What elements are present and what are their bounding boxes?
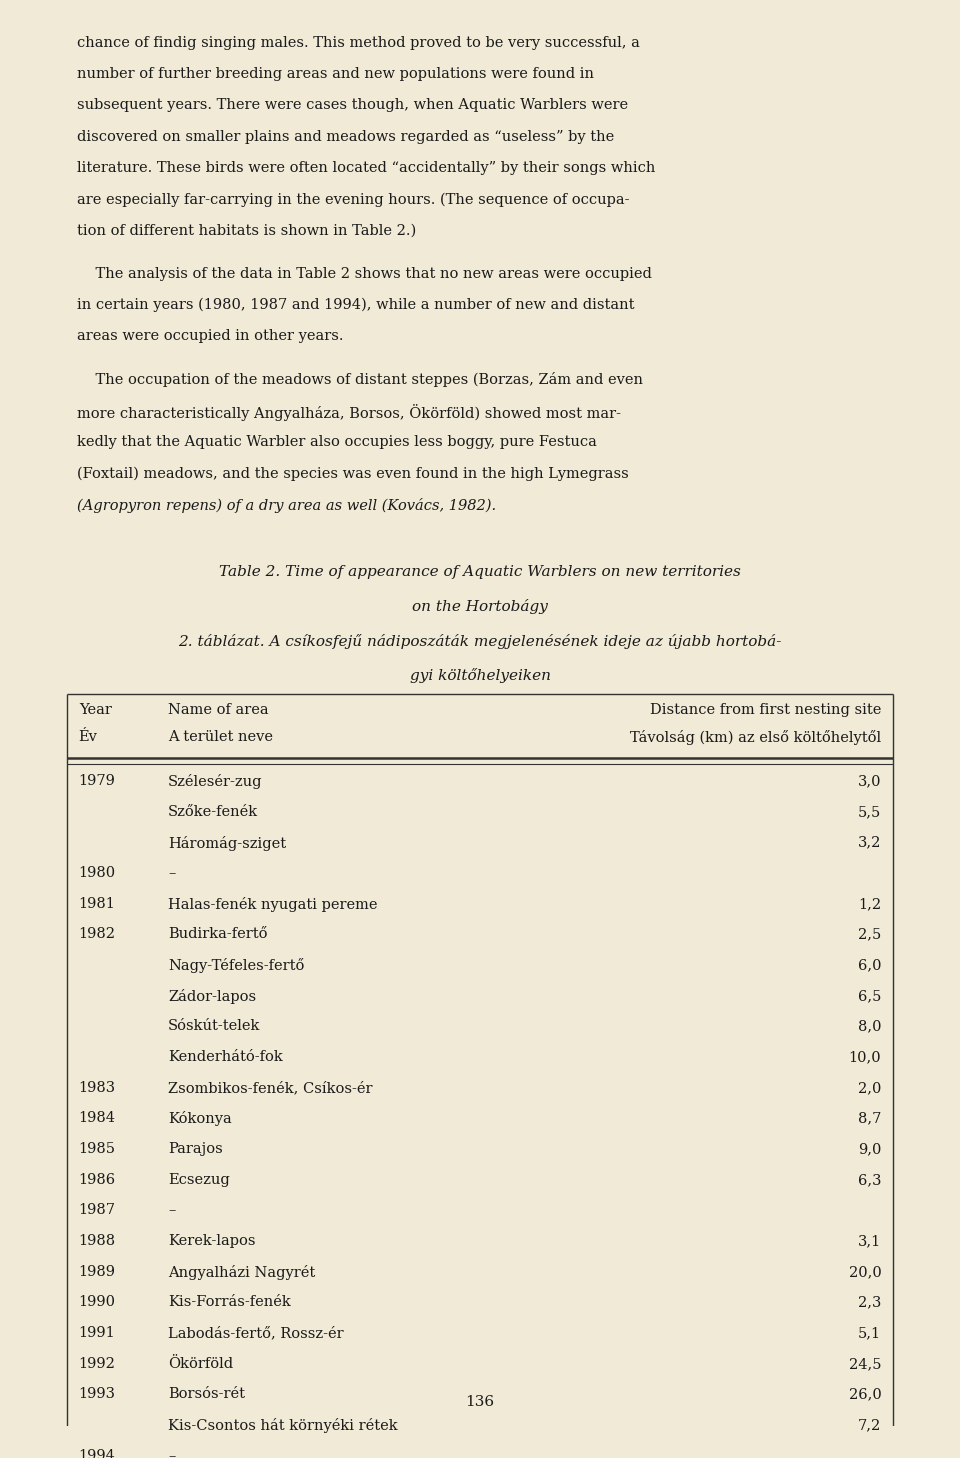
Text: 5,5: 5,5 — [858, 805, 881, 819]
Text: chance of findig singing males. This method proved to be very successful, a: chance of findig singing males. This met… — [77, 35, 639, 50]
Text: 1983: 1983 — [79, 1080, 116, 1095]
Text: Nagy-Téfeles-fertő: Nagy-Téfeles-fertő — [168, 958, 304, 972]
Text: Zsombikos-fenék, Csíkos-ér: Zsombikos-fenék, Csíkos-ér — [168, 1080, 372, 1095]
Text: 1979: 1979 — [79, 774, 115, 789]
Text: areas were occupied in other years.: areas were occupied in other years. — [77, 330, 344, 344]
Text: Év: Év — [79, 729, 98, 744]
Text: 1980: 1980 — [79, 866, 116, 881]
Text: 9,0: 9,0 — [858, 1142, 881, 1156]
Text: 1,2: 1,2 — [858, 897, 881, 911]
Text: Distance from first nesting site: Distance from first nesting site — [650, 703, 881, 716]
Text: 20,0: 20,0 — [849, 1264, 881, 1279]
Text: literature. These birds were often located “accidentally” by their songs which: literature. These birds were often locat… — [77, 162, 655, 175]
Text: 2,3: 2,3 — [858, 1296, 881, 1309]
Text: 1987: 1987 — [79, 1203, 116, 1217]
Text: discovered on smaller plains and meadows regarded as “useless” by the: discovered on smaller plains and meadows… — [77, 130, 614, 144]
Text: gyi költőhelyeiken: gyi költőhelyeiken — [410, 668, 550, 684]
Text: –: – — [168, 1449, 176, 1458]
Text: 26,0: 26,0 — [849, 1388, 881, 1401]
Text: more characteristically Angyalháza, Borsos, Ökörföld) showed most mar-: more characteristically Angyalháza, Bors… — [77, 404, 621, 420]
Text: Ökörföld: Ökörföld — [168, 1357, 233, 1371]
Text: 3,0: 3,0 — [858, 774, 881, 789]
Text: The analysis of the data in Table 2 shows that no new areas were occupied: The analysis of the data in Table 2 show… — [77, 267, 652, 281]
Text: 8,0: 8,0 — [858, 1019, 881, 1034]
Text: 6,0: 6,0 — [858, 958, 881, 972]
Text: Halas-fenék nyugati pereme: Halas-fenék nyugati pereme — [168, 897, 377, 911]
Text: 1981: 1981 — [79, 897, 115, 911]
Text: 1990: 1990 — [79, 1296, 116, 1309]
Text: 8,7: 8,7 — [858, 1111, 881, 1126]
Text: –: – — [168, 866, 176, 881]
Text: Angyalházi Nagyrét: Angyalházi Nagyrét — [168, 1264, 315, 1280]
Text: 1982: 1982 — [79, 927, 116, 942]
Text: 10,0: 10,0 — [849, 1050, 881, 1064]
Text: 24,5: 24,5 — [849, 1357, 881, 1371]
Text: number of further breeding areas and new populations were found in: number of further breeding areas and new… — [77, 67, 594, 82]
Text: 136: 136 — [466, 1395, 494, 1408]
Text: The occupation of the meadows of distant steppes (Borzas, Zám and even: The occupation of the meadows of distant… — [77, 372, 643, 388]
Text: 1991: 1991 — [79, 1327, 115, 1340]
Text: Labodás-fertő, Rossz-ér: Labodás-fertő, Rossz-ér — [168, 1327, 344, 1340]
Text: 5,1: 5,1 — [858, 1327, 881, 1340]
Text: 6,3: 6,3 — [858, 1172, 881, 1187]
Text: are especially far-carrying in the evening hours. (The sequence of occupa-: are especially far-carrying in the eveni… — [77, 192, 630, 207]
Text: Kenderhátó-fok: Kenderhátó-fok — [168, 1050, 283, 1064]
Text: 2,0: 2,0 — [858, 1080, 881, 1095]
Text: 2. táblázat. A csíkosfejű nádiposzáták megjelenésének ideje az újabb hortobá-: 2. táblázat. A csíkosfejű nádiposzáták m… — [179, 634, 781, 649]
Text: Kis-Forrás-fenék: Kis-Forrás-fenék — [168, 1296, 291, 1309]
Text: Budirka-fertő: Budirka-fertő — [168, 927, 268, 942]
Text: Table 2. Time of appearance of Aquatic Warblers on new territories: Table 2. Time of appearance of Aquatic W… — [219, 564, 741, 579]
Text: tion of different habitats is shown in Table 2.): tion of different habitats is shown in T… — [77, 225, 416, 238]
Text: in certain years (1980, 1987 and 1994), while a number of new and distant: in certain years (1980, 1987 and 1994), … — [77, 297, 635, 312]
Text: Szélesér-zug: Szélesér-zug — [168, 774, 262, 789]
Text: Sóskút-telek: Sóskút-telek — [168, 1019, 260, 1034]
Text: 2,5: 2,5 — [858, 927, 881, 942]
Text: 6,5: 6,5 — [858, 989, 881, 1003]
Text: Year: Year — [79, 703, 111, 716]
Text: 1994: 1994 — [79, 1449, 115, 1458]
Text: –: – — [168, 1203, 176, 1217]
Text: on the Hortobágy: on the Hortobágy — [412, 599, 548, 614]
Text: 1986: 1986 — [79, 1172, 116, 1187]
Text: 7,2: 7,2 — [858, 1419, 881, 1432]
Text: Kis-Csontos hát környéki rétek: Kis-Csontos hát környéki rétek — [168, 1419, 397, 1433]
Text: 3,1: 3,1 — [858, 1233, 881, 1248]
Text: 1985: 1985 — [79, 1142, 116, 1156]
Text: 1984: 1984 — [79, 1111, 116, 1126]
Text: 1992: 1992 — [79, 1357, 115, 1371]
Text: Ecsezug: Ecsezug — [168, 1172, 229, 1187]
Text: Zádor-lapos: Zádor-lapos — [168, 989, 256, 1003]
Text: 3,2: 3,2 — [858, 835, 881, 850]
Text: kedly that the Aquatic Warbler also occupies less boggy, pure Festuca: kedly that the Aquatic Warbler also occu… — [77, 434, 597, 449]
Text: (Agropyron repens) of a dry area as well (Kovács, 1982).: (Agropyron repens) of a dry area as well… — [77, 497, 496, 513]
Text: Borsós-rét: Borsós-rét — [168, 1388, 245, 1401]
Text: subsequent years. There were cases though, when Aquatic Warblers were: subsequent years. There were cases thoug… — [77, 98, 628, 112]
Text: Parajos: Parajos — [168, 1142, 223, 1156]
Text: Kerek-lapos: Kerek-lapos — [168, 1233, 255, 1248]
Text: 1988: 1988 — [79, 1233, 116, 1248]
Text: 1993: 1993 — [79, 1388, 116, 1401]
Text: Távolság (km) az első költőhelytől: Távolság (km) az első költőhelytől — [630, 729, 881, 745]
Text: 1989: 1989 — [79, 1264, 116, 1279]
Text: Kókonya: Kókonya — [168, 1111, 231, 1127]
Text: (Foxtail) meadows, and the species was even found in the high Lymegrass: (Foxtail) meadows, and the species was e… — [77, 467, 629, 481]
Text: A terület neve: A terület neve — [168, 729, 273, 744]
Text: Háromág-sziget: Háromág-sziget — [168, 835, 286, 850]
Text: Szőke-fenék: Szőke-fenék — [168, 805, 258, 819]
Text: Name of area: Name of area — [168, 703, 269, 716]
